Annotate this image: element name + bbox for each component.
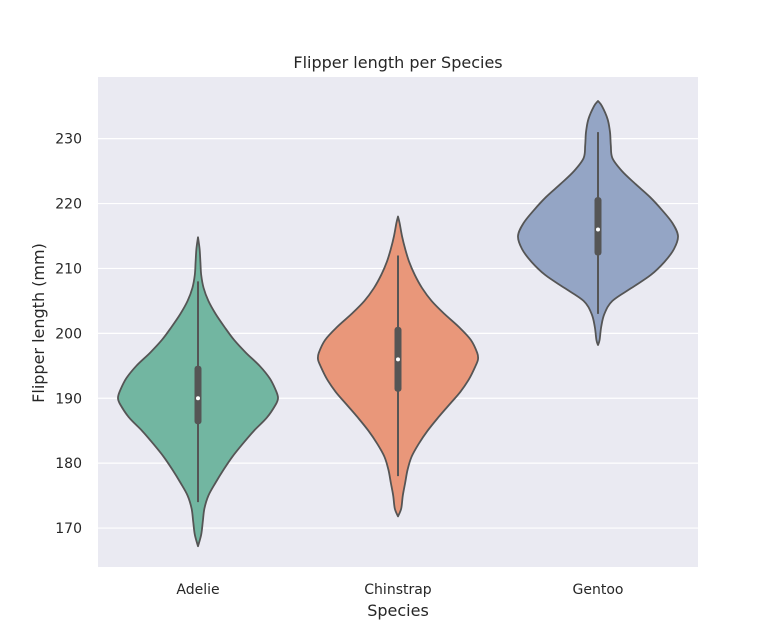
y-tick-label-200: 200 (55, 326, 82, 342)
y-tick-label-170: 170 (55, 521, 82, 537)
median-dot-gentoo (596, 227, 600, 232)
violin-gentoo (517, 100, 679, 346)
violin-adelie (117, 236, 279, 548)
y-tick-label-190: 190 (55, 391, 82, 407)
iqr-box-gentoo (594, 197, 602, 256)
x-axis-title: Species (367, 601, 429, 620)
chart-title: Flipper length per Species (293, 53, 502, 72)
x-tick-label-adelie: Adelie (176, 582, 219, 598)
violin-chinstrap (316, 215, 480, 518)
y-tick-labels: 170 180 190 200 210 220 230 (55, 132, 82, 537)
median-dot-adelie (196, 396, 200, 401)
x-tick-labels: Adelie Chinstrap Gentoo (176, 582, 623, 598)
x-tick-label-gentoo: Gentoo (573, 582, 624, 598)
y-tick-label-210: 210 (55, 261, 82, 277)
x-tick-label-chinstrap: Chinstrap (364, 582, 432, 598)
y-tick-label-220: 220 (55, 197, 82, 213)
violins (117, 100, 679, 548)
median-dot-chinstrap (396, 357, 400, 362)
y-axis-title: Flipper length (mm) (29, 243, 48, 403)
iqr-box-adelie (194, 365, 202, 425)
y-tick-label-230: 230 (55, 132, 82, 148)
y-tick-label-180: 180 (55, 456, 82, 472)
